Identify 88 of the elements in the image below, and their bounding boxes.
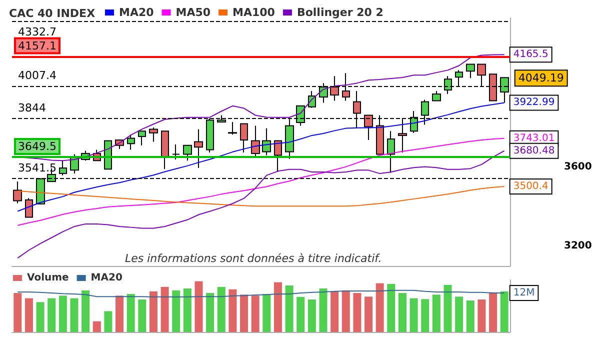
ref-line-label: 4332.7 [18,25,56,38]
ref-line-label: 4007.4 [18,68,56,82]
ref-line-label: 3541.5 [18,161,56,174]
y-tick-label: 3200 [564,240,592,252]
line-series [17,102,505,212]
line-series [17,186,505,207]
data-label: 12M [513,288,535,298]
bar [206,293,214,332]
data-label: 3680.48 [513,145,555,156]
bar [455,296,464,332]
bar [296,296,305,332]
bar [160,286,169,332]
data-label: 3500.4 [513,181,548,192]
ref-line-label: 3649.5 [18,140,56,153]
bar [149,291,158,332]
candlestick [262,128,271,156]
ref-line-label: 4157.1 [18,39,56,52]
bar [308,300,316,332]
bar [58,296,67,332]
y-tick-label: 3600 [564,161,592,172]
bar [410,298,418,332]
candlestick [13,180,22,204]
bar [251,296,260,332]
line-series [17,138,505,226]
bar [183,288,192,332]
bar [330,291,339,332]
bar [489,292,498,332]
bar [262,294,271,332]
data-label: 3743.01 [513,132,555,144]
candlestick [240,123,248,154]
bar [500,291,508,332]
bar [353,293,362,332]
bar [116,296,124,332]
legend-label: MA20 [119,6,154,19]
bar [398,293,406,332]
bar [36,302,44,332]
chart-title: CAC 40 INDEX [9,7,96,20]
bar [138,300,146,332]
candlestick [466,64,475,79]
bar [70,298,78,332]
candlestick [25,198,33,218]
candlestick [138,130,146,146]
candlestick [387,130,395,174]
bar [82,290,90,332]
candlestick [274,140,282,172]
bar [274,282,282,332]
ref-line-label: 3844 [18,101,46,114]
bar [104,311,112,332]
candlestick [432,90,441,102]
legend-label: MA20 [90,272,122,284]
candlestick [228,121,237,136]
bar [217,286,226,332]
bar [432,294,440,332]
legend-label: MA50 [176,6,211,19]
candlestick [161,130,169,170]
bar [421,299,430,332]
bar [285,286,294,332]
bar [48,298,56,332]
bar [172,290,180,332]
bar [126,294,135,332]
candlestick [194,128,203,168]
bar [478,300,486,332]
candlestick [251,125,260,158]
candlestick [59,160,67,176]
candlestick [183,144,192,162]
bar [24,298,33,332]
bar [319,288,328,332]
data-label: 4165.5 [513,49,548,60]
bar [466,300,474,332]
text: 4049.19 [518,72,564,85]
bar [364,296,373,332]
bar [376,283,384,332]
bar [228,289,237,332]
data-label: 3922.99 [513,97,555,108]
candlestick [127,134,135,150]
legend-label: Bollinger 20 2 [296,6,384,19]
candlestick [149,127,158,142]
bar [240,294,248,332]
legend-label: Volume [27,272,70,284]
legend-label: MA100 [232,6,276,19]
annotation: Les informations sont données à titre indicatif. [125,252,382,265]
bar [14,293,22,332]
bar [194,281,203,332]
bar [92,321,101,332]
bar [387,284,396,332]
candlestick [172,144,180,160]
bar [342,290,350,332]
bar [444,284,452,332]
